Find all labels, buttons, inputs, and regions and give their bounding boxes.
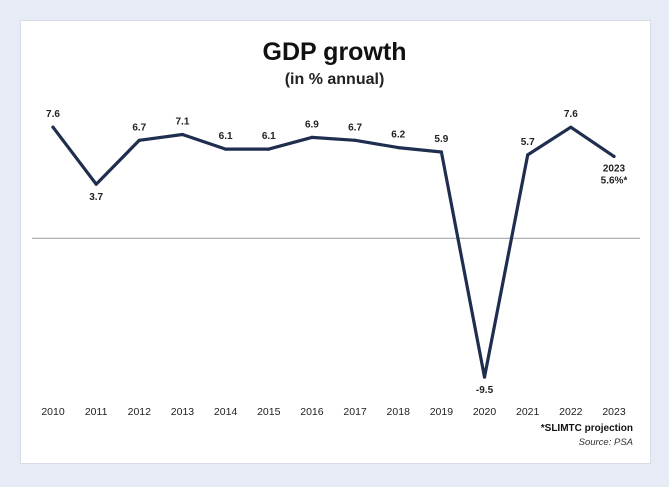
x-tick-2020: 2020 [473, 406, 497, 418]
series-line [51, 125, 616, 379]
data-point-2011 [94, 182, 98, 186]
x-tick-2010: 2010 [41, 406, 65, 418]
data-point-2010 [51, 125, 55, 129]
data-point-2017 [353, 138, 357, 142]
data-point-2023 [612, 154, 616, 158]
x-tick-2016: 2016 [300, 406, 324, 418]
data-label-2012: 6.7 [132, 122, 146, 133]
data-label-2011: 3.7 [89, 192, 103, 203]
data-label-2017: 6.7 [348, 122, 362, 133]
x-tick-2022: 2022 [559, 406, 583, 418]
chart-title: GDP growth [262, 38, 407, 66]
data-point-2015 [267, 147, 271, 151]
data-point-2020 [482, 375, 487, 379]
chart-subtitle: (in % annual) [284, 71, 385, 88]
x-tick-2023: 2023 [602, 406, 626, 418]
data-label-2020: -9.5 [476, 385, 494, 396]
data-point-2013 [180, 132, 185, 137]
x-tick-2021: 2021 [516, 406, 540, 418]
data-label-2010: 7.6 [46, 109, 60, 120]
x-tick-2019: 2019 [430, 406, 454, 418]
data-label-2016: 6.9 [305, 119, 319, 130]
x-tick-2017: 2017 [343, 406, 367, 418]
data-point-2018 [396, 146, 400, 150]
footnote: *SLIMTC projection [540, 423, 633, 434]
data-point-2019 [439, 150, 443, 154]
data-label-2013: 7.1 [176, 116, 190, 127]
x-tick-2018: 2018 [387, 406, 411, 418]
data-label-2022: 7.6 [564, 109, 578, 120]
data-point-2022 [569, 125, 573, 129]
x-tick-2013: 2013 [171, 406, 195, 418]
data-label-2021: 5.7 [521, 137, 535, 148]
data-label-2014: 6.1 [219, 131, 233, 142]
data-label-2015: 6.1 [262, 131, 276, 142]
chart-card [20, 20, 651, 464]
x-tick-2012: 2012 [128, 406, 152, 418]
data-point-2016 [310, 135, 314, 139]
data-point-2014 [224, 147, 228, 151]
data-label-2018: 6.2 [391, 130, 405, 141]
data-label-year-2023: 2023 [603, 163, 626, 174]
x-tick-2015: 2015 [257, 406, 281, 418]
data-label-2019: 5.9 [434, 134, 448, 145]
data-point-2012 [137, 138, 141, 142]
x-tick-2014: 2014 [214, 406, 238, 418]
data-label-2023: 5.6%* [601, 175, 628, 186]
source-note: Source: PSA [578, 437, 633, 448]
x-tick-2011: 2011 [85, 406, 108, 418]
data-point-2021 [526, 153, 530, 157]
